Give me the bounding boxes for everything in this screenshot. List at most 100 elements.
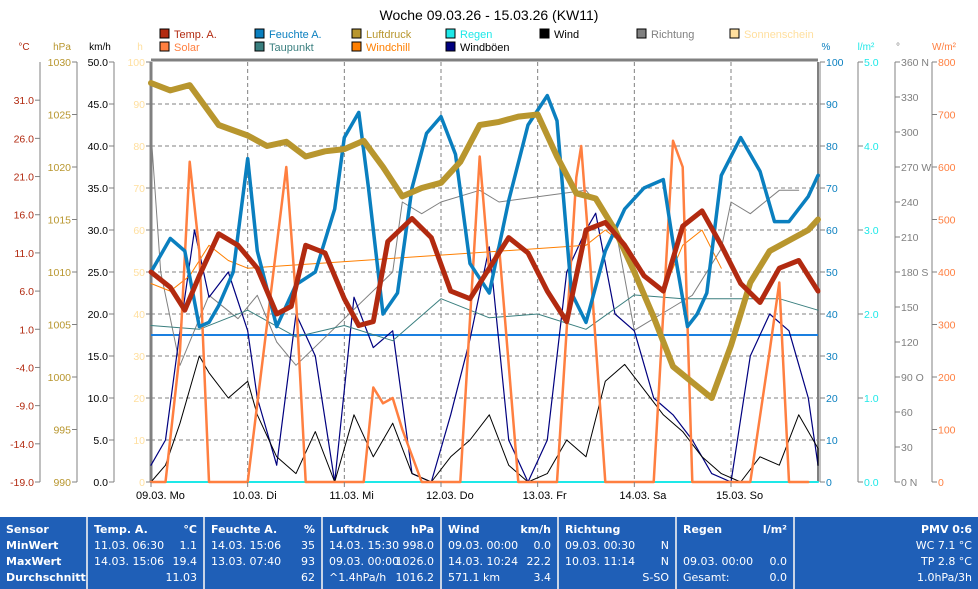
table-column: PMV 0:6 WC 7.1 °C TP 2.8 °C 1.0hPa/3h [795, 517, 978, 589]
table-cell-label: Sensor [6, 523, 49, 536]
axis-tick-label: 100 [938, 425, 956, 437]
axis-tick-label: 330 [901, 92, 919, 104]
axis-tick-label: 60 [133, 225, 145, 237]
axis-tick-label: 6.0 [19, 286, 34, 298]
table-cell-value: 1026.0 [395, 555, 435, 568]
table-row: ^1.4hPa/h 1016.2 [329, 570, 434, 586]
table-row: 14.03. 10:24 22.2 [448, 554, 551, 570]
legend-label: Sonnenschein [744, 29, 814, 41]
table-row: Wind km/h [448, 522, 551, 538]
axes: °C 31.0 26.0 21.0 16.0 11.0 6.0 1.0 -4.0 -9.0 -14.… [10, 42, 957, 489]
table-row: MaxWert [6, 554, 80, 570]
axis-tick-label: 240 [901, 197, 919, 209]
legend-label: Solar [174, 42, 200, 54]
series-wind: Wind [150, 355, 819, 483]
axis-unit-humidity: % [822, 42, 831, 53]
table-cell-label: 09.03. 00:00 [448, 539, 519, 552]
table-row: Feuchte A.% [211, 522, 315, 538]
series-feuchte-a-: Feuchte A. [149, 93, 820, 329]
axis-tick-label: 50.0 [88, 57, 109, 69]
axis-tick-label: 30 [901, 442, 913, 454]
axis-tick-label: 16.0 [14, 210, 35, 222]
table-row: 14.03. 15:06 19.4 [94, 554, 197, 570]
axis-tick-label: 25.0 [88, 267, 109, 279]
axis-tick-label: -9.0 [16, 401, 34, 413]
table-cell-label: Durchschnitt [6, 571, 86, 584]
table-cell-label: 14.03. 15:06 [94, 555, 165, 568]
table-row: 14.03. 15:06 35 [211, 538, 315, 554]
axis-tick-label: 10 [133, 435, 145, 447]
table-cell-label: MinWert [6, 539, 59, 552]
axis-tick-label: 300 [938, 320, 956, 332]
axis-tick-label: -14.0 [10, 439, 34, 451]
chart-title: Woche 09.03.26 - 15.03.26 (KW11) [380, 7, 599, 23]
table-cell-value: % [303, 523, 315, 536]
table-cell-value: PMV 0:6 [920, 523, 972, 536]
axis-unit-rain: l/m² [858, 42, 875, 53]
axis-tick-label: 80 [826, 141, 838, 153]
axis-unit-temp: °C [18, 42, 29, 53]
axis-tick-label: 35.0 [88, 183, 109, 195]
table-row: Richtung [565, 522, 669, 538]
table-row: 11.03. 06:30 1.1 [94, 538, 197, 554]
table-cell-label: Feuchte A. [211, 523, 278, 536]
legend-label: Wind [554, 29, 579, 41]
table-cell-value: l/m² [762, 523, 787, 536]
table-cell-value: 62 [301, 571, 315, 584]
table-cell-label: Temp. A. [94, 523, 148, 536]
axis-tick-label: 5.0 [864, 57, 879, 69]
table-row: Luftdruck hPa [329, 522, 434, 538]
table-cell-label: Richtung [565, 523, 621, 536]
axis-unit-sunshine: h [137, 42, 143, 53]
legend-label: Windchill [366, 42, 410, 54]
legend-swatch [254, 41, 265, 52]
axis-tick-label: 10 [826, 435, 838, 447]
axis-tick-label: 5.0 [93, 435, 108, 447]
table-cell-value: 19.4 [172, 555, 198, 568]
table-cell-label: Wind [448, 523, 480, 536]
axis-tick-label: 30 [826, 351, 838, 363]
axis-tick-label: 0 N [901, 477, 917, 489]
x-axis-labels: 09.03. Mo 10.03. Di 11.03. Mi 12.03. Do 13.0… [136, 482, 763, 502]
legend-label: Regen [460, 29, 492, 41]
table-cell-label: 09.03. 00:30 [565, 539, 636, 552]
axis-tick-label: 45.0 [88, 99, 109, 111]
x-tick-label: 11.03. Mi [329, 490, 373, 502]
table-column: Richtung 09.03. 00:30 N 10.03. 11:14 N S-SO [559, 517, 677, 589]
table-row: PMV 0:6 [801, 522, 972, 538]
series-windb-en: Windböen [150, 212, 819, 483]
axis-tick-label: 90 [133, 99, 145, 111]
table-cell-label: Gesamt: [683, 571, 730, 584]
axis-tick-label: 1020 [48, 162, 72, 174]
table-cell-label: Luftdruck [329, 523, 389, 536]
table-cell-value: WC 7.1 °C [915, 539, 972, 552]
axis-tick-label: 30 [133, 351, 145, 363]
table-row: 11.03 [94, 570, 198, 586]
axis-tick-label: 270 W [901, 162, 931, 174]
axis-tick-label: 40 [133, 309, 145, 321]
table-cell-value: °C [183, 523, 197, 536]
table-cell-value: 1.0hPa/3h [916, 571, 972, 584]
axis-tick-label: 0 [938, 477, 944, 489]
axis-tick-label: 995 [53, 425, 71, 437]
legend-swatch [539, 28, 550, 39]
axis-tick-label: 0 [826, 477, 832, 489]
table-row: 09.03. 00:00 1026.0 [329, 554, 434, 570]
table-cell-label: 09.03. 00:00 [683, 555, 754, 568]
table-row: TP 2.8 °C [801, 554, 972, 570]
axis-tick-label: -4.0 [16, 362, 34, 374]
table-row [683, 538, 787, 554]
axis-tick-label: 360 N [901, 57, 929, 69]
table-cell-value: 0.0 [769, 571, 788, 584]
axis-tick-label: 1000 [48, 372, 72, 384]
axis-tick-label: 60 [826, 225, 838, 237]
axis-tick-label: 10.0 [88, 393, 109, 405]
axis-tick-label: 1010 [48, 267, 72, 279]
axis-tick-label: 90 [826, 99, 838, 111]
legend-label: Temp. A. [174, 29, 217, 41]
table-column: Feuchte A.% 14.03. 15:06 35 13.03. 07:40 93 6… [205, 517, 323, 589]
table-cell-label: 14.03. 15:06 [211, 539, 282, 552]
legend-swatch [729, 28, 740, 39]
table-column: Regen l/m² 09.03. 00:00 0.0 Gesamt: 0.0 [677, 517, 795, 589]
table-cell-label: 09.03. 00:00 [329, 555, 400, 568]
